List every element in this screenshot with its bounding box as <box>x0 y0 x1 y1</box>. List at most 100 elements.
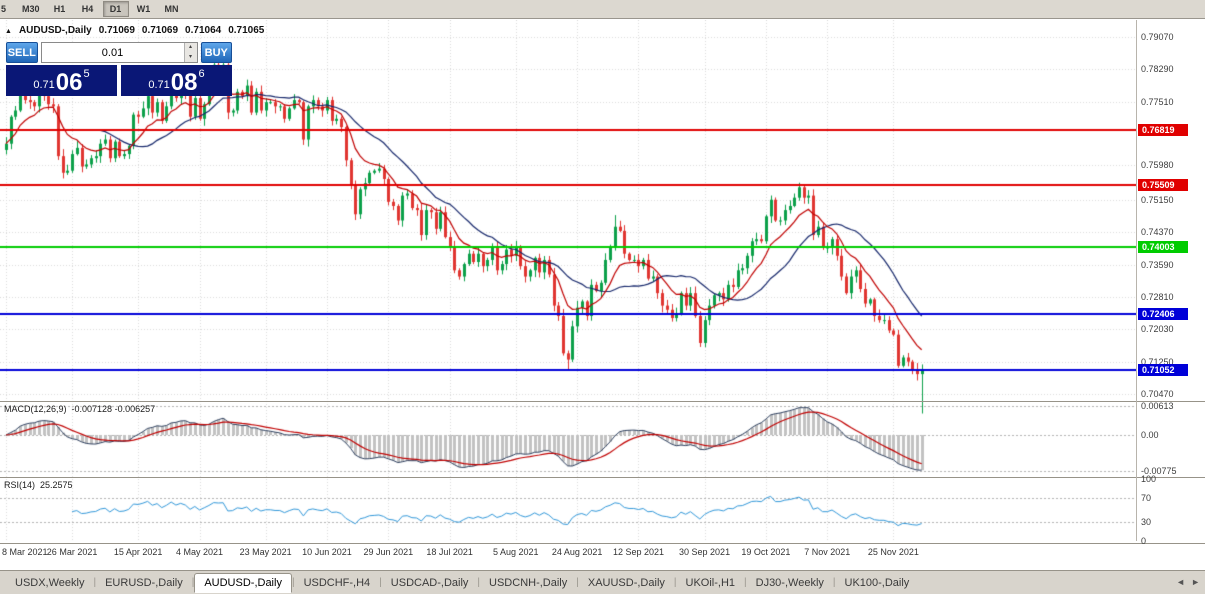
chart-tab-audusd-daily[interactable]: AUDUSD-,Daily <box>194 573 292 593</box>
ohlc-low: 0.71064 <box>185 25 222 36</box>
rsi-axis-tick: 30 <box>1141 517 1152 528</box>
chart-tab-usdx-weekly[interactable]: USDX,Weekly <box>15 576 85 589</box>
date-label: 12 Sep 2021 <box>612 547 664 557</box>
macd-values: -0.007128 -0.006257 <box>71 404 156 414</box>
tab-separator: | <box>576 577 579 588</box>
buy-price-display[interactable]: 0.71 08 6 <box>121 65 232 96</box>
date-label: 8 Mar 2021 <box>2 547 48 557</box>
date-label: 29 Jun 2021 <box>363 547 414 557</box>
chart-tab-usdchf-h4[interactable]: USDCHF-,H4 <box>303 576 371 589</box>
macd-axis-tick: 0.00 <box>1141 430 1159 440</box>
buy-price-big: 08 <box>170 69 198 96</box>
tab-separator: | <box>291 577 295 588</box>
sell-price-sup: 5 <box>83 68 90 80</box>
lot-size-input[interactable] <box>41 43 184 62</box>
timeframe-button-mn[interactable]: MN <box>164 4 179 14</box>
tab-separator: | <box>191 577 195 588</box>
hline-price-tag[interactable]: 0.72406 <box>1138 307 1188 320</box>
buy-button[interactable]: BUY <box>200 42 232 63</box>
price-axis-tick: 0.70470 <box>1141 389 1174 400</box>
date-axis: 8 Mar 2021 26 Mar 2021 15 Apr 2021 4 May 20… <box>0 546 1136 561</box>
chart-tab-usdcad-daily[interactable]: USDCAD-,Daily <box>390 576 469 589</box>
timeframe-button-h1[interactable]: H1 <box>53 4 66 14</box>
rsi-label: RSI(14) 25.2575 <box>4 480 73 490</box>
date-label: 30 Sep 2021 <box>679 547 731 557</box>
timeframe-button-w1[interactable]: W1 <box>136 4 151 14</box>
chart-tab-usdcnh-daily[interactable]: USDCNH-,Daily <box>489 576 568 589</box>
chart-tab-ukoil-h1[interactable]: UKOil-,H1 <box>685 576 736 589</box>
chart-canvas[interactable] <box>0 20 1136 547</box>
chart-tab-bar: USDX,Weekly | EURUSD-,Daily | AUDUSD-,Daily |… <box>0 570 1205 594</box>
macd-name: MACD(12,26,9) <box>4 404 67 414</box>
price-axis-tick: 0.72810 <box>1141 291 1174 302</box>
macd-axis-tick: 0.00613 <box>1141 401 1174 412</box>
ohlc-close: 0.71065 <box>228 25 265 36</box>
timeframe-button-m30[interactable]: M30 <box>22 4 40 14</box>
symbol-timeframe-label: AUDUSD-,Daily <box>18 25 92 36</box>
macd-axis-tick: -0.00775 <box>1141 466 1177 477</box>
date-label: 23 May 2021 <box>239 547 292 557</box>
date-label: 26 Mar 2021 <box>46 547 98 557</box>
lot-size-field: ▴ ▾ <box>40 42 198 63</box>
ohlc-open: 0.71069 <box>98 25 135 36</box>
timeframe-button-d1[interactable]: D1 <box>102 1 129 17</box>
pane-separator[interactable] <box>0 477 1205 478</box>
rsi-axis-tick: 70 <box>1141 492 1152 503</box>
tab-separator: | <box>744 577 747 588</box>
lot-increase-button[interactable]: ▴ <box>188 44 192 50</box>
date-label: 5 Aug 2021 <box>492 547 539 557</box>
tab-separator: | <box>673 577 677 588</box>
hline-price-tag[interactable]: 0.71052 <box>1138 363 1188 376</box>
tab-separator: | <box>93 577 97 588</box>
tab-scroll-controls: ◄ ► <box>1176 577 1200 587</box>
tab-scroll-left-icon[interactable]: ◄ <box>1176 577 1186 587</box>
date-label: 24 Aug 2021 <box>551 547 603 557</box>
tab-scroll-right-icon[interactable]: ► <box>1191 577 1200 587</box>
rsi-name: RSI(14) <box>4 480 36 490</box>
chart-title: ▲ AUDUSD-,Daily 0.71069 0.71069 0.71064 … <box>5 25 264 36</box>
tab-separator: | <box>832 577 836 588</box>
date-label: 4 May 2021 <box>176 547 224 557</box>
chart-tab-xauusd-daily[interactable]: XAUUSD-,Daily <box>587 576 665 589</box>
sell-price-display[interactable]: 0.71 06 5 <box>6 65 117 96</box>
rsi-axis-tick: 0 <box>1141 536 1147 546</box>
chart-tab-uk100-daily[interactable]: UK100-,Daily <box>844 576 910 589</box>
timeframe-toolbar: 5 M30 H1 H4 D1 W1 MN <box>0 0 1205 19</box>
lot-decrease-button[interactable]: ▾ <box>188 53 192 60</box>
sell-price-big: 06 <box>55 69 83 96</box>
lot-spinner: ▴ ▾ <box>183 43 197 62</box>
price-axis-border <box>1136 20 1137 541</box>
tab-separator: | <box>477 577 481 588</box>
hline-price-tag[interactable]: 0.74003 <box>1138 241 1188 254</box>
macd-label: MACD(12,26,9) -0.007128 -0.006257 <box>4 404 155 414</box>
date-label: 10 Jun 2021 <box>302 547 352 557</box>
price-axis-tick: 0.77510 <box>1141 96 1174 107</box>
price-axis-tick: 0.78290 <box>1141 64 1174 75</box>
date-label: 18 Jul 2021 <box>426 547 473 557</box>
date-label: 15 Apr 2021 <box>113 547 163 557</box>
price-axis-tick: 0.73590 <box>1141 259 1174 270</box>
tab-separator: | <box>379 577 382 588</box>
timeframe-button-h4[interactable]: H4 <box>81 4 94 14</box>
sell-button[interactable]: SELL <box>6 42 38 63</box>
rsi-value: 25.2575 <box>40 480 73 490</box>
price-axis-tick: 0.75980 <box>1141 160 1174 171</box>
date-label: 7 Nov 2021 <box>804 547 851 557</box>
buy-price-base: 0.71 <box>148 79 170 91</box>
price-axis-tick: 0.72030 <box>1141 324 1174 335</box>
symbol-marker-icon: ▲ <box>5 28 12 35</box>
chart-tab-dj30-weekly[interactable]: DJ30-,Weekly <box>755 576 824 589</box>
hline-price-tag[interactable]: 0.75509 <box>1138 178 1188 191</box>
buy-price-sup: 6 <box>198 68 205 80</box>
ohlc-high: 0.71069 <box>141 25 179 36</box>
date-label: 25 Nov 2021 <box>867 547 919 557</box>
one-click-trading-panel: SELL ▴ ▾ BUY 0.71 06 5 0.71 08 6 <box>6 42 232 96</box>
date-label: 19 Oct 2021 <box>741 547 791 557</box>
price-axis-tick: 0.75150 <box>1141 194 1174 205</box>
hline-price-tag[interactable]: 0.76819 <box>1138 124 1188 137</box>
timeframe-button-5[interactable]: 5 <box>1 4 7 14</box>
pane-separator[interactable] <box>0 401 1205 402</box>
pane-separator <box>0 543 1205 544</box>
chart-tab-eurusd-daily[interactable]: EURUSD-,Daily <box>105 576 183 589</box>
